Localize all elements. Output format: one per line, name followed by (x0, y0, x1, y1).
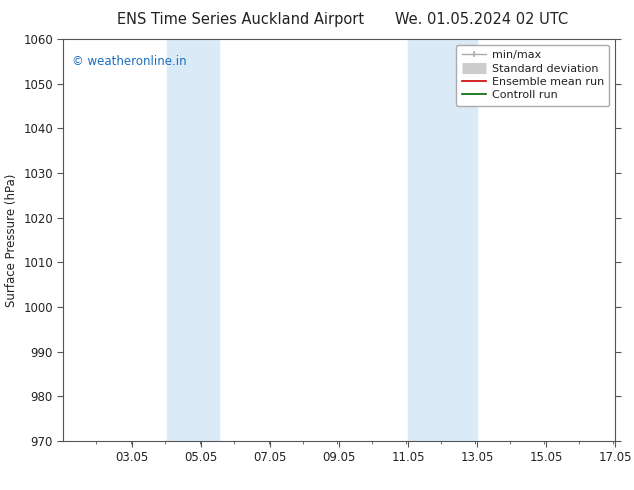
Text: We. 01.05.2024 02 UTC: We. 01.05.2024 02 UTC (395, 12, 569, 27)
Text: © weatheronline.in: © weatheronline.in (72, 55, 186, 68)
Legend: min/max, Standard deviation, Ensemble mean run, Controll run: min/max, Standard deviation, Ensemble me… (456, 45, 609, 106)
Text: ENS Time Series Auckland Airport: ENS Time Series Auckland Airport (117, 12, 365, 27)
Y-axis label: Surface Pressure (hPa): Surface Pressure (hPa) (4, 173, 18, 307)
Bar (167, 39, 219, 441)
Bar (408, 39, 477, 441)
